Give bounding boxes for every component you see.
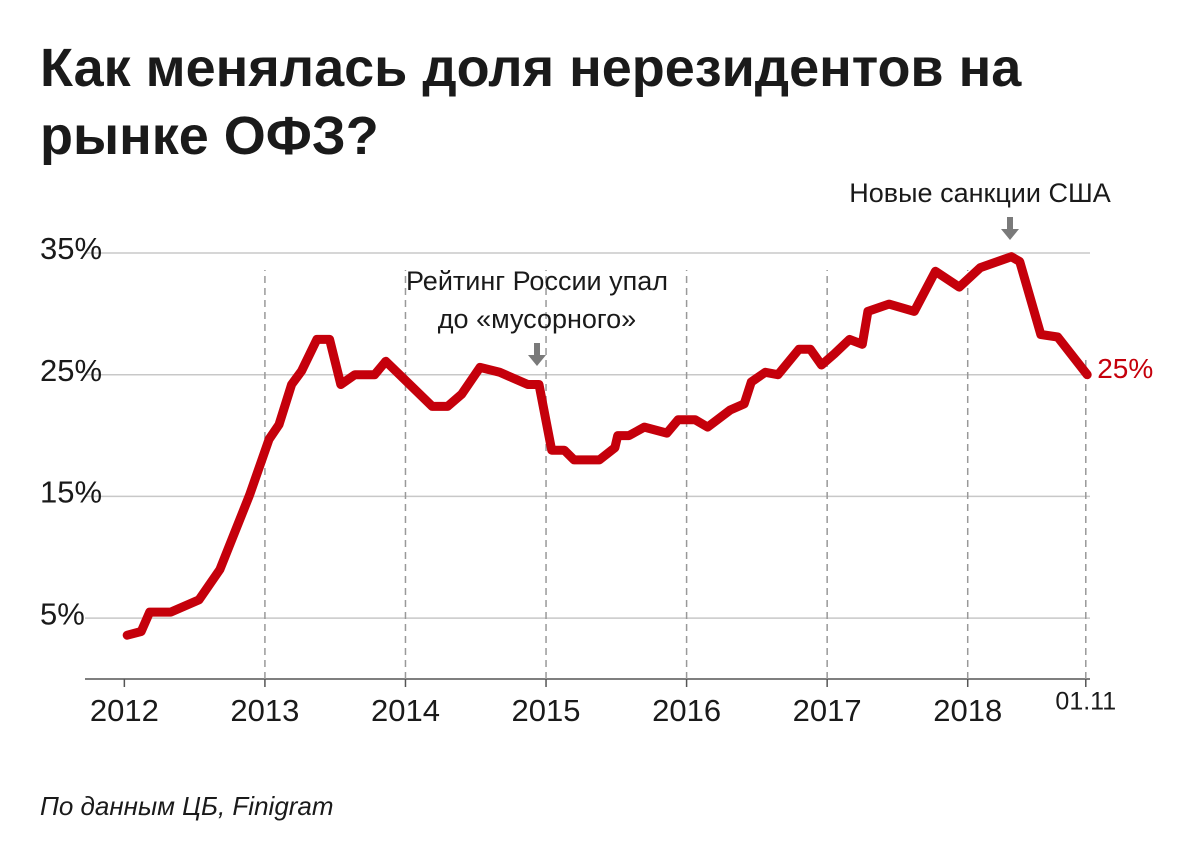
x-tick-label: 2018 <box>933 693 1002 728</box>
y-tick-label: 15% <box>40 475 102 510</box>
x-tick-label: 2016 <box>652 693 721 728</box>
source: По данным ЦБ, Finigram <box>40 791 334 821</box>
y-tick-label: 35% <box>40 231 102 266</box>
annotation: Рейтинг России упал <box>406 266 668 296</box>
annotation: Новые санкции США <box>849 178 1110 208</box>
x-tick-label: 2012 <box>90 693 159 728</box>
annotation: до «мусорного» <box>438 304 636 334</box>
annotation-arrow <box>1001 217 1019 240</box>
x-tick-label: 2015 <box>512 693 581 728</box>
data-label: 25% <box>1097 353 1153 384</box>
annotation-arrow <box>528 343 546 366</box>
y-tick-label: 5% <box>40 596 85 631</box>
data-line <box>122 252 1092 640</box>
x-tick-label: 2014 <box>371 693 440 728</box>
y-tick-label: 25% <box>40 353 102 388</box>
x-tick-label: 2013 <box>230 693 299 728</box>
chart-title: Как менялась доля нерезидентов на <box>40 38 1022 98</box>
x-tick-label: 01.11 <box>1055 688 1116 716</box>
x-tick-label: 2017 <box>793 693 862 728</box>
chart-title: рынке ОФЗ? <box>40 106 379 166</box>
